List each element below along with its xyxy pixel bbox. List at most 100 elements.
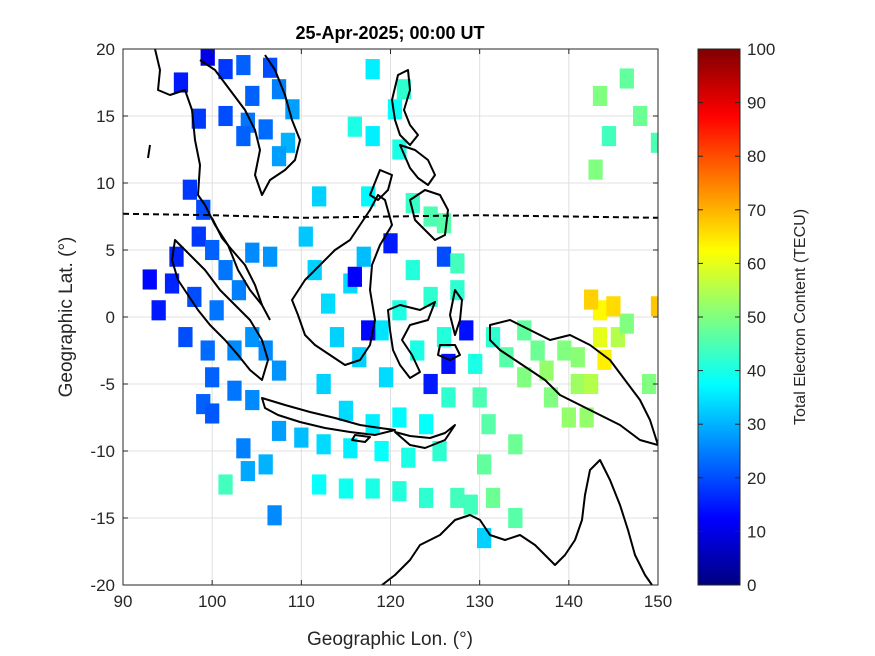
x-tick-label: 100 — [198, 592, 226, 611]
tec-tile — [245, 327, 260, 348]
tec-tile — [347, 266, 362, 287]
tec-tile — [365, 59, 380, 80]
tec-tile — [262, 57, 278, 78]
tec-tile — [338, 478, 354, 499]
tec-tile — [530, 340, 545, 361]
tec-tile — [579, 407, 594, 428]
tec-tile — [200, 340, 215, 361]
colorbar-tick-label: 70 — [747, 201, 766, 220]
colorbar-tick-label: 30 — [747, 415, 766, 434]
tec-tile — [517, 367, 532, 388]
tec-tile — [592, 85, 608, 106]
tec-tile — [401, 447, 416, 468]
tec-tile — [592, 327, 608, 348]
tec-tile — [191, 226, 206, 247]
tec-tile — [468, 353, 483, 374]
tec-tile — [343, 438, 358, 459]
y-tick-label: 15 — [96, 107, 115, 126]
y-tick-label: -10 — [90, 442, 115, 461]
x-axis-label: Geographic Lon. (°) — [307, 629, 473, 650]
x-tick-label: 150 — [644, 592, 672, 611]
tec-tile — [258, 119, 273, 140]
tec-tile — [561, 407, 576, 428]
tec-tile — [151, 300, 166, 321]
tec-tile — [142, 269, 157, 290]
tec-tile — [236, 438, 251, 459]
colorbar-tick-label: 40 — [747, 362, 766, 381]
tec-tile — [543, 387, 559, 408]
tec-tile — [298, 226, 313, 247]
colorbar — [697, 48, 741, 586]
tec-tile — [374, 440, 389, 462]
tec-tile — [267, 505, 282, 526]
tec-tile — [236, 126, 251, 147]
tec-tile — [450, 253, 465, 274]
tec-tile — [164, 273, 180, 294]
tec-tile — [374, 320, 389, 341]
tec-tile — [392, 139, 407, 160]
colorbar-tick-label: 20 — [747, 469, 766, 488]
tec-tile — [597, 349, 612, 370]
x-tick-label: 140 — [555, 592, 583, 611]
tec-tile — [205, 403, 220, 424]
colorbar-tick-label: 50 — [747, 308, 766, 327]
tec-tile — [436, 327, 452, 348]
tec-tile — [570, 373, 585, 395]
tec-tile — [450, 487, 465, 508]
colorbar-tick-label: 60 — [747, 254, 766, 273]
tec-tile — [641, 373, 657, 395]
tec-tile — [347, 116, 362, 137]
tec-tile — [650, 132, 658, 153]
x-tick-label: 130 — [465, 592, 493, 611]
tec-tile — [583, 289, 599, 310]
tec-tile — [218, 105, 233, 127]
x-tick-label: 120 — [376, 592, 404, 611]
colorbar-label: Total Electron Content (TECU) — [792, 209, 809, 425]
tec-tile — [436, 246, 452, 267]
tec-tile — [606, 296, 621, 317]
colorbar-tick-label: 80 — [747, 147, 766, 166]
colorbar-tick-label: 10 — [747, 522, 766, 541]
tec-tile — [258, 454, 273, 475]
tec-tile — [365, 478, 380, 499]
x-tick-label: 90 — [114, 592, 133, 611]
tec-tile — [485, 487, 501, 508]
tec-tile — [481, 414, 496, 435]
chart-title: 25-Apr-2025; 00:00 UT — [295, 23, 484, 43]
tec-tile — [508, 434, 523, 455]
tec-tile — [245, 85, 260, 106]
coastlines — [147, 49, 658, 585]
tec-tile — [405, 193, 420, 214]
tec-tile — [320, 293, 336, 314]
tec-tile — [441, 387, 456, 408]
x-axis-ticks: 90 100 110 120 130 140 150 — [114, 49, 672, 611]
tec-tile — [450, 280, 465, 301]
tec-tile — [619, 68, 634, 89]
y-tick-label: -5 — [100, 375, 115, 394]
y-axis-ticks: -20 -15 -10 -5 0 5 10 15 20 — [90, 40, 658, 595]
tec-tile — [392, 407, 407, 428]
tec-tile — [312, 474, 327, 495]
tec-tile — [245, 390, 260, 411]
tec-tile — [209, 300, 224, 321]
magnetic-equator-line — [122, 212, 659, 219]
y-tick-label: 10 — [96, 174, 115, 193]
tec-tile — [365, 414, 380, 435]
tec-tile — [352, 347, 367, 368]
tec-tile — [294, 427, 309, 448]
tec-tile — [383, 233, 398, 254]
tec-tile — [262, 246, 278, 267]
tec-tile — [365, 126, 380, 147]
tec-tile — [476, 528, 492, 549]
tec-tile — [619, 313, 634, 334]
tec-tile — [218, 260, 233, 281]
tec-tile — [312, 186, 327, 207]
tec-tile — [205, 239, 220, 261]
x-tick-label: 110 — [288, 592, 315, 611]
tec-tile — [539, 360, 554, 381]
colorbar-tick-label: 0 — [747, 576, 756, 595]
tec-tile — [240, 461, 255, 482]
tec-tile — [432, 440, 447, 462]
y-tick-label: -20 — [90, 576, 115, 595]
tec-tile — [285, 99, 300, 120]
